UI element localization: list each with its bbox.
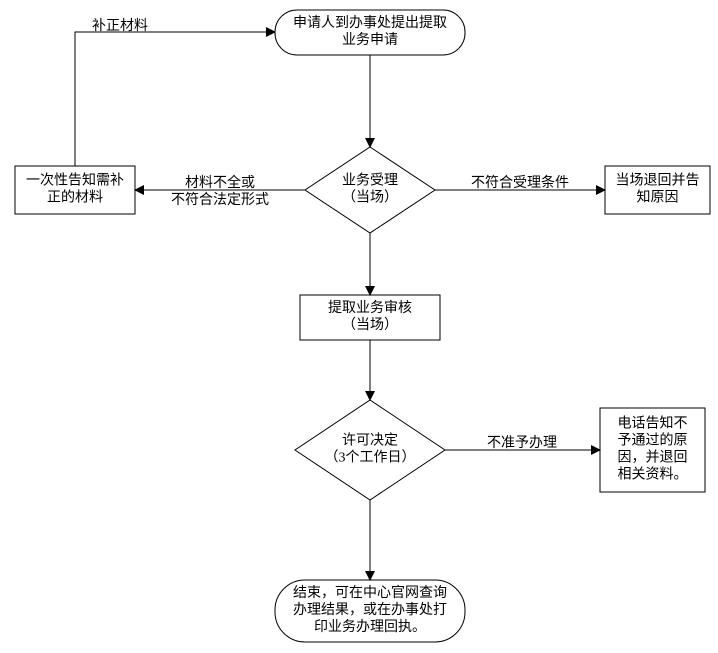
node-permit-text: 许可决定 [342,433,398,449]
node-end-text: 结束，可在中心官网查询 [293,585,447,601]
node-end-text: 印业务办理回执。 [314,619,426,635]
node-start-text: 申请人到办事处提出提取 [293,15,447,31]
node-reject1-text: 当场退回并告 [616,173,700,189]
node-reject2-text: 相关资料。 [618,467,688,483]
node-end-text: 办理结果，或在办事处打 [293,601,447,618]
node-reject2-text: 因，并退回 [618,450,688,466]
edge-label-2: 不符合受理条件 [471,174,569,191]
edge-label-6: 不准予办理 [487,435,557,451]
node-start-text: 业务申请 [342,32,398,48]
node-supplement-text: 正的材料 [47,190,103,206]
node-reject2-text: 电话告知不 [618,415,688,432]
node-permit-text: （3个工作日） [325,450,416,466]
edge-supplement-start [75,32,275,166]
node-review-text: （当场） [342,317,398,333]
edge-label-1: 材料不全或 [185,174,255,191]
node-reject1-text: 知原因 [637,189,679,206]
node-accept-text: （当场） [342,190,398,206]
node-reject2-text: 予通过的原 [618,433,688,449]
edge-label-4: 补正材料 [92,18,148,34]
node-review-text: 提取业务审核 [328,300,412,316]
edge-label-1: 不符合法定形式 [171,192,269,208]
node-accept-text: 业务受理 [342,173,398,189]
node-supplement-text: 一次性告知需补 [26,172,124,189]
